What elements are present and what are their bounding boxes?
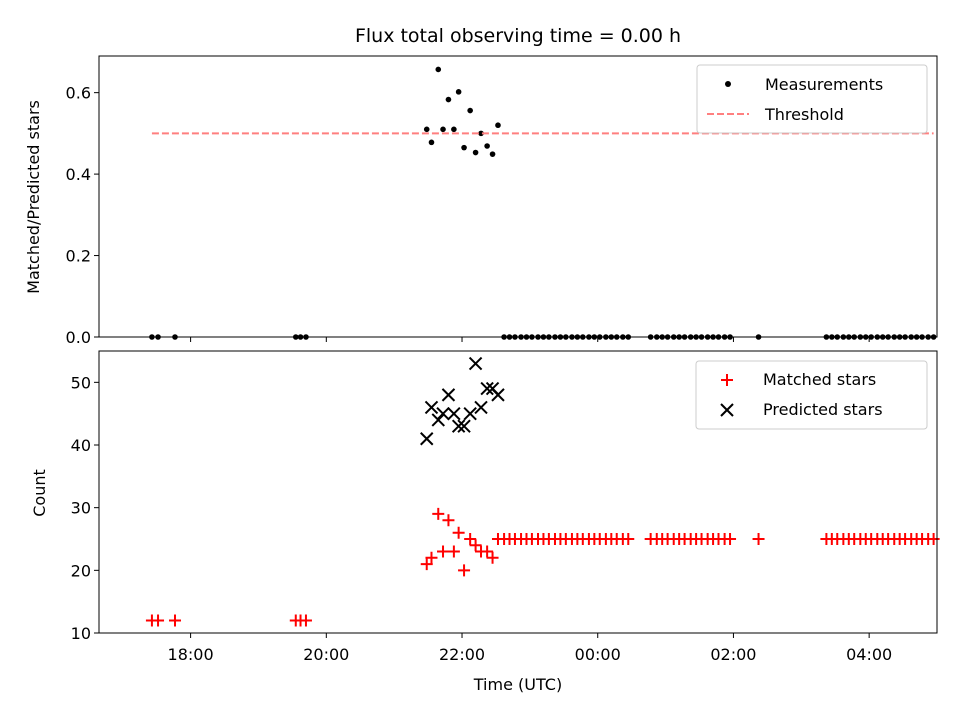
legend-matched-marker (721, 374, 733, 386)
legend-measurements-label: Measurements (765, 75, 883, 94)
matched-stars-point (464, 533, 477, 545)
top-y-tick-label: 0.4 (66, 165, 91, 184)
matched-stars-point (432, 507, 445, 520)
measurements-point (495, 122, 501, 129)
top-y-tick-label: 0.0 (66, 328, 91, 347)
predicted-stars-point (463, 406, 477, 421)
matched-stars-point (927, 533, 940, 545)
measurements-point (484, 143, 490, 149)
top-x-ticks (190, 337, 870, 342)
predicted-stars-point (431, 413, 445, 427)
matched-stars-point (152, 614, 165, 627)
bottom-x-tick-label: 20:00 (303, 645, 349, 664)
bottom-x-tick-label: 04:00 (846, 645, 892, 664)
top-y-tick-label: 0.2 (66, 247, 91, 266)
top-legend: Measurements Threshold (696, 64, 928, 134)
measurements-point (423, 126, 430, 133)
matched-stars-point (299, 614, 312, 627)
matched-stars-point (420, 558, 433, 571)
predicted-stars-point (447, 406, 461, 421)
bottom-y-tick-label: 10 (71, 624, 91, 643)
predicted-stars-point (491, 388, 505, 402)
predicted-stars-point (441, 388, 456, 402)
measurements-point (451, 126, 457, 133)
bottom-x-tick-label: 00:00 (575, 645, 621, 664)
measurements-point (455, 89, 462, 95)
legend-predicted-marker (720, 403, 734, 417)
bottom-legend: Matched stars Predicted stars (695, 360, 928, 430)
matched-stars-point (752, 533, 765, 545)
matched-stars-point (452, 526, 465, 539)
predicted-stars-point (468, 356, 483, 371)
bottom-x-tick-label: 22:00 (439, 645, 485, 664)
predicted-stars-point (457, 419, 471, 433)
bottom-y-tick-label: 40 (71, 436, 91, 455)
bottom-y-tick-label: 30 (71, 499, 91, 518)
legend-matched-label: Matched stars (763, 370, 876, 389)
x-axis-label: Time (UTC) (473, 675, 562, 694)
bottom-panel-frame (98, 350, 938, 634)
bottom-x-tick-label: 02:00 (710, 645, 756, 664)
matched-stars-point (469, 539, 482, 552)
top-legend-box (696, 64, 928, 134)
predicted-stars-point (474, 400, 488, 415)
top-y-tick-label: 0.6 (66, 84, 91, 103)
predicted-stars-point (451, 419, 466, 433)
top-y-ticks: 0.0 0.2 0.4 0.6 (66, 84, 99, 347)
measurements-point (445, 96, 452, 103)
matched-stars-point (481, 545, 494, 558)
bottom-x-tick-label: 18:00 (168, 645, 214, 664)
matched-stars-point (622, 533, 635, 545)
measurements-point (467, 107, 473, 114)
measurements-point (489, 151, 496, 157)
predicted-stars-point (436, 406, 450, 421)
matched-stars-point (458, 564, 471, 577)
top-y-axis-label: Matched/Predicted stars (24, 100, 43, 294)
matched-stars-point (486, 551, 499, 564)
measurements-point (478, 130, 484, 137)
predicted-stars-point (420, 432, 434, 446)
matched-stars-point (168, 614, 181, 627)
bottom-plot-area (145, 356, 940, 627)
matched-stars-point (437, 545, 450, 558)
top-panel-frame (98, 55, 938, 338)
legend-predicted-label: Predicted stars (763, 400, 883, 419)
bottom-legend-box (695, 360, 928, 430)
top-panel: 0.0 0.2 0.4 0.6 Matched/Predicted stars Mea… (24, 55, 938, 347)
bottom-x-ticks: 18:00 20:00 22:00 00:00 02:00 04:00 (168, 633, 892, 664)
measurements-point (440, 126, 446, 133)
predicted-stars-point (480, 381, 494, 396)
matched-stars-point (447, 545, 460, 558)
chart-title: Flux total observing time = 0.00 h (355, 25, 681, 47)
predicted-stars-point (424, 400, 439, 415)
legend-measurements-marker (725, 81, 731, 87)
matched-stars-point (442, 514, 455, 527)
bottom-y-tick-label: 50 (71, 373, 91, 392)
bottom-y-ticks: 10 20 30 40 50 (71, 373, 99, 643)
matched-stars-point (724, 533, 737, 545)
matched-stars-point (425, 551, 438, 564)
legend-threshold-label: Threshold (764, 105, 844, 124)
bottom-y-axis-label: Count (30, 469, 49, 517)
measurements-point (472, 149, 479, 156)
bottom-panel: 10 20 30 40 50 18:00 20:00 22:00 00:00 02:00 04:0… (30, 350, 940, 694)
measurements-point (435, 66, 442, 73)
bottom-y-tick-label: 20 (71, 561, 91, 580)
measurements-point (428, 139, 435, 146)
measurements-point (461, 144, 467, 151)
